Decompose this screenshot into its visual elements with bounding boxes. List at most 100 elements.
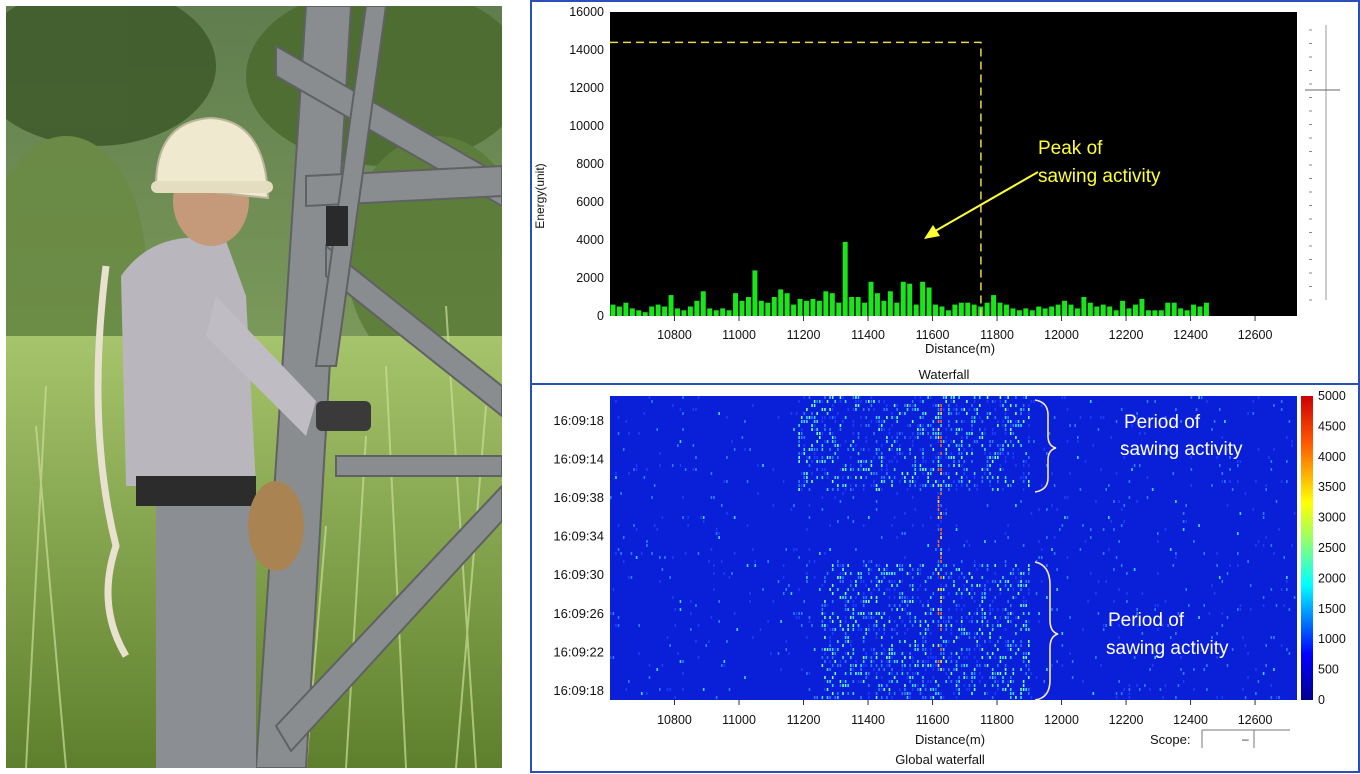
heatmap-cell <box>661 568 664 571</box>
heatmap-cell <box>826 572 829 575</box>
heatmap-cell <box>1105 488 1107 491</box>
peak-arrow <box>929 171 1039 235</box>
heatmap-cell <box>966 688 968 691</box>
heatmap-cell <box>963 588 966 591</box>
heatmap-cell <box>769 652 772 655</box>
heatmap-cell <box>873 616 875 619</box>
heatmap-cell <box>1020 576 1022 579</box>
heatmap-cell <box>868 516 870 519</box>
energy-bar <box>933 304 938 316</box>
heatmap-cell <box>842 596 844 599</box>
heatmap-cell <box>1012 452 1015 455</box>
heatmap-cell <box>924 580 927 583</box>
heatmap-cell <box>1017 648 1020 651</box>
heatmap-cell <box>904 640 906 643</box>
heatmap-cell <box>886 664 888 667</box>
heatmap-cell <box>1082 628 1084 631</box>
heatmap-cell <box>893 676 896 679</box>
heatmap-cell <box>1190 484 1193 487</box>
heatmap-cell <box>1154 656 1157 659</box>
heatmap-cell <box>978 416 981 419</box>
heatmap-cell <box>857 400 860 403</box>
heatmap-cell <box>909 572 911 575</box>
heatmap-cell <box>958 656 960 659</box>
heatmap-x-tick-label: 12400 <box>1173 713 1208 727</box>
heatmap-cell <box>733 448 736 451</box>
heatmap-cell <box>994 676 997 679</box>
heatmap-cell <box>893 660 896 663</box>
heatmap-cell <box>1293 512 1296 515</box>
heatmap-y-tick-label: 16:09:18 <box>553 683 604 698</box>
heatmap-plot-area <box>610 396 1297 700</box>
heatmap-cell <box>640 552 643 555</box>
period-label-top-line1: Period of <box>1124 412 1201 433</box>
heatmap-cell <box>986 400 989 403</box>
heatmap-cell <box>622 536 625 539</box>
heatmap-cell <box>893 604 896 607</box>
energy-bar <box>1191 304 1197 316</box>
heatmap-cell <box>679 600 682 603</box>
heatmap-cell <box>816 432 819 435</box>
heatmap-cell <box>973 396 976 399</box>
heatmap-cell <box>1092 692 1095 695</box>
scope-range-control[interactable]: – <box>1201 729 1290 748</box>
heatmap-cell <box>834 436 837 439</box>
heatmap-cell <box>968 408 971 411</box>
vertical-slider[interactable] <box>1305 25 1340 301</box>
heatmap-cell <box>937 504 940 507</box>
heatmap-cell <box>870 592 873 595</box>
energy-bar <box>810 298 816 316</box>
heatmap-cell <box>844 440 847 443</box>
heatmap-cell <box>1028 416 1030 419</box>
heatmap-cell <box>782 564 785 567</box>
heatmap-cell <box>893 440 896 443</box>
heatmap-cell <box>1113 600 1115 603</box>
heatmap-cell <box>656 428 659 431</box>
heatmap-cell <box>958 412 960 415</box>
heatmap-cell <box>906 672 909 675</box>
heatmap-cell <box>955 688 958 691</box>
heatmap-cell <box>1028 588 1030 591</box>
heatmap-cell <box>994 692 997 695</box>
heatmap-cell <box>1028 412 1030 415</box>
heatmap-cell <box>978 680 981 683</box>
heatmap-cell <box>852 648 855 651</box>
heatmap-cell <box>1175 556 1177 559</box>
heatmap-cell <box>684 468 687 471</box>
heatmap-cell <box>880 664 883 667</box>
heatmap-cell <box>935 436 937 439</box>
heatmap-cell <box>862 448 865 451</box>
heatmap-cell <box>875 472 878 475</box>
heatmap-cell <box>677 652 679 655</box>
heatmap-cell <box>1180 668 1182 671</box>
heatmap-cell <box>1167 448 1169 451</box>
heatmap-cell <box>999 448 1002 451</box>
heatmap-cell <box>831 664 834 667</box>
heatmap-cell <box>937 660 940 663</box>
heatmap-cell <box>824 688 826 691</box>
bar-y-tick-label: 4000 <box>576 233 604 247</box>
heatmap-cell <box>966 452 968 455</box>
heatmap-cell <box>615 400 617 403</box>
heatmap-cell <box>937 524 940 527</box>
heatmap-cell <box>844 652 847 655</box>
heatmap-cell <box>772 468 775 471</box>
heatmap-cell <box>1012 568 1015 571</box>
heatmap-cell <box>945 448 948 451</box>
heatmap-cell <box>953 584 955 587</box>
heatmap-cell <box>976 440 978 443</box>
heatmap-cell <box>986 580 989 583</box>
heatmap-cell <box>948 420 950 423</box>
heatmap-cell <box>635 468 638 471</box>
heatmap-cell <box>971 676 973 679</box>
heatmap-y-tick-label: 16:09:26 <box>553 606 604 621</box>
heatmap-cell <box>824 408 826 411</box>
heatmap-cell <box>999 656 1002 659</box>
energy-bar <box>965 302 971 316</box>
heatmap-cell <box>991 428 994 431</box>
heatmap-cell <box>927 604 929 607</box>
heatmap-cell <box>973 420 976 423</box>
heatmap-cell <box>906 472 909 475</box>
heatmap-cell <box>940 472 942 475</box>
